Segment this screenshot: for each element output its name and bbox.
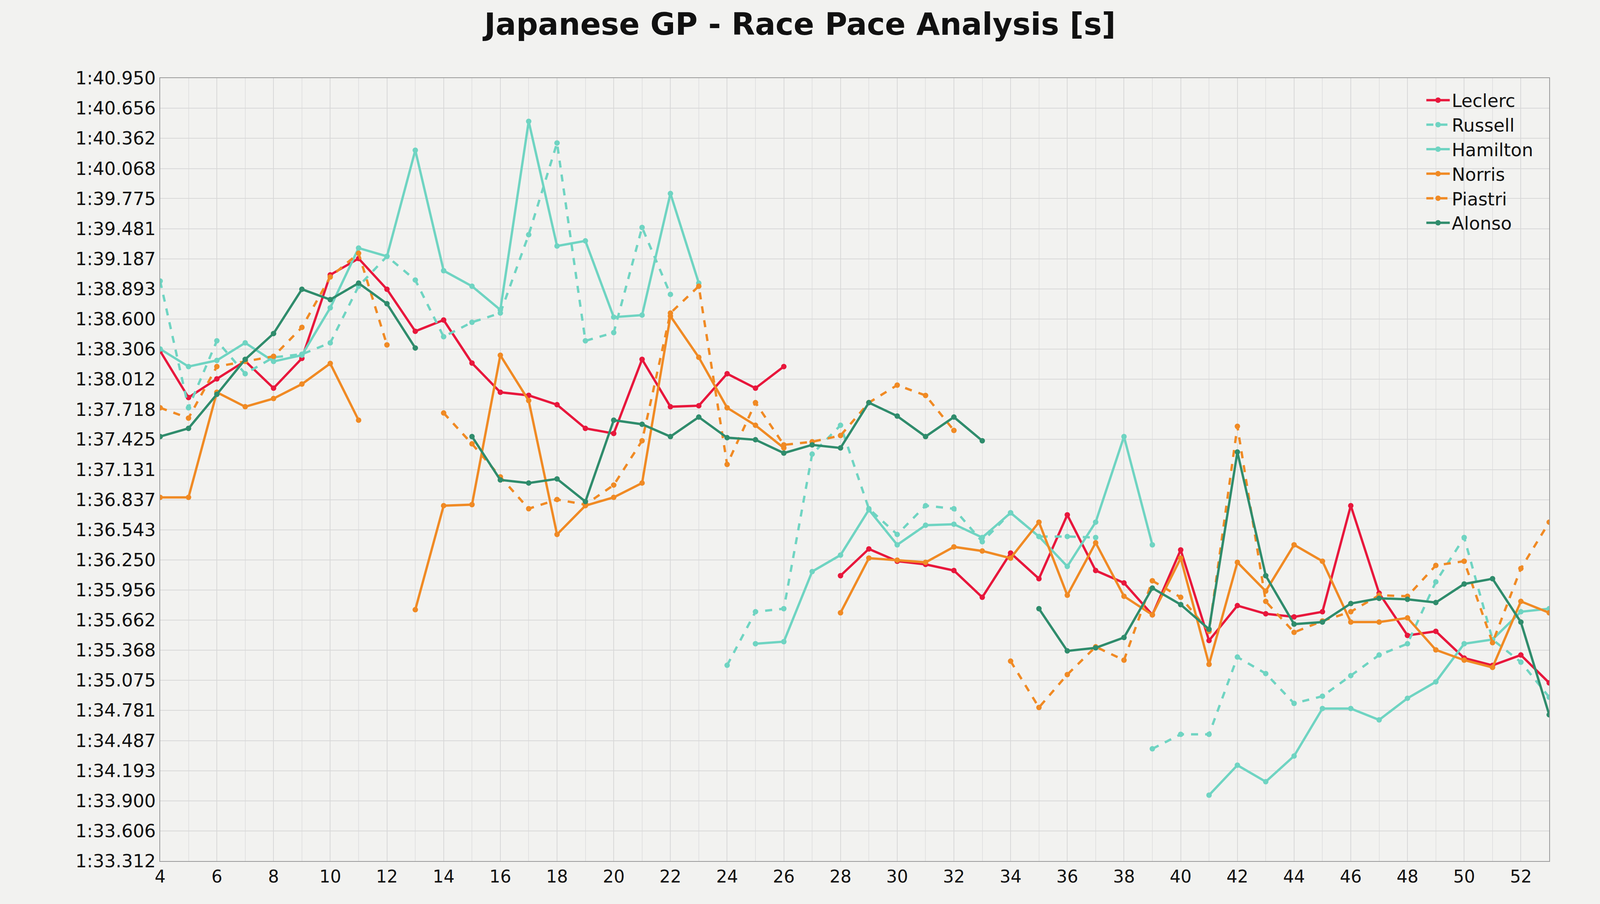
svg-text:1:34.487: 1:34.487 [75,730,156,752]
svg-text:52: 52 [1509,866,1532,887]
svg-text:1:36.543: 1:36.543 [75,519,156,541]
svg-text:1:36.837: 1:36.837 [75,489,156,511]
svg-text:22: 22 [659,866,682,887]
svg-text:Leclerc: Leclerc [1451,90,1516,112]
svg-text:44: 44 [1283,866,1306,887]
svg-text:1:38.306: 1:38.306 [75,338,156,360]
svg-text:14: 14 [432,866,455,887]
svg-text:1:34.193: 1:34.193 [75,760,156,782]
svg-text:1:36.250: 1:36.250 [75,549,156,571]
svg-text:1:35.662: 1:35.662 [75,609,156,631]
svg-text:38: 38 [1112,866,1135,887]
svg-text:36: 36 [1056,866,1079,887]
svg-text:1:37.131: 1:37.131 [75,459,156,481]
svg-text:12: 12 [376,866,399,887]
svg-text:28: 28 [829,866,852,887]
svg-text:10: 10 [319,866,342,887]
svg-text:1:39.481: 1:39.481 [75,218,156,240]
svg-text:48: 48 [1396,866,1419,887]
svg-text:1:39.775: 1:39.775 [75,188,156,210]
svg-text:40: 40 [1169,866,1192,887]
svg-text:42: 42 [1226,866,1249,887]
svg-text:1:33.900: 1:33.900 [75,790,156,812]
svg-text:4: 4 [154,866,166,887]
svg-text:Russell: Russell [1451,114,1515,136]
svg-text:16: 16 [489,866,512,887]
svg-text:Hamilton: Hamilton [1451,139,1533,161]
svg-text:6: 6 [211,866,223,887]
svg-text:20: 20 [602,866,625,887]
svg-text:Norris: Norris [1451,164,1505,186]
svg-text:1:38.600: 1:38.600 [75,308,156,330]
svg-text:46: 46 [1339,866,1362,887]
svg-text:8: 8 [267,866,279,887]
svg-text:1:35.956: 1:35.956 [75,579,156,601]
svg-text:26: 26 [773,866,795,887]
svg-text:Piastri: Piastri [1451,188,1507,210]
svg-text:1:34.781: 1:34.781 [75,700,156,722]
svg-text:1:38.012: 1:38.012 [75,368,156,390]
svg-text:1:37.425: 1:37.425 [75,428,156,450]
svg-text:1:40.950: 1:40.950 [75,67,156,89]
svg-text:24: 24 [716,866,738,887]
svg-text:50: 50 [1453,866,1475,887]
svg-text:1:40.068: 1:40.068 [75,158,156,180]
svg-text:30: 30 [886,866,909,887]
svg-text:1:38.893: 1:38.893 [75,278,156,300]
svg-text:18: 18 [546,866,568,887]
svg-text:1:33.606: 1:33.606 [75,820,156,842]
svg-text:34: 34 [999,866,1022,887]
svg-text:1:33.312: 1:33.312 [75,850,156,872]
svg-text:1:40.362: 1:40.362 [75,127,156,149]
svg-text:1:39.187: 1:39.187 [75,248,156,270]
svg-text:1:37.718: 1:37.718 [75,399,156,421]
svg-text:1:35.075: 1:35.075 [75,669,156,692]
svg-text:1:40.656: 1:40.656 [75,97,156,119]
svg-text:Japanese GP - Race Pace Analys: Japanese GP - Race Pace Analysis [s] [482,6,1116,42]
svg-text:1:35.368: 1:35.368 [75,639,156,661]
svg-text:Alonso: Alonso [1451,212,1512,234]
svg-text:32: 32 [942,866,965,887]
